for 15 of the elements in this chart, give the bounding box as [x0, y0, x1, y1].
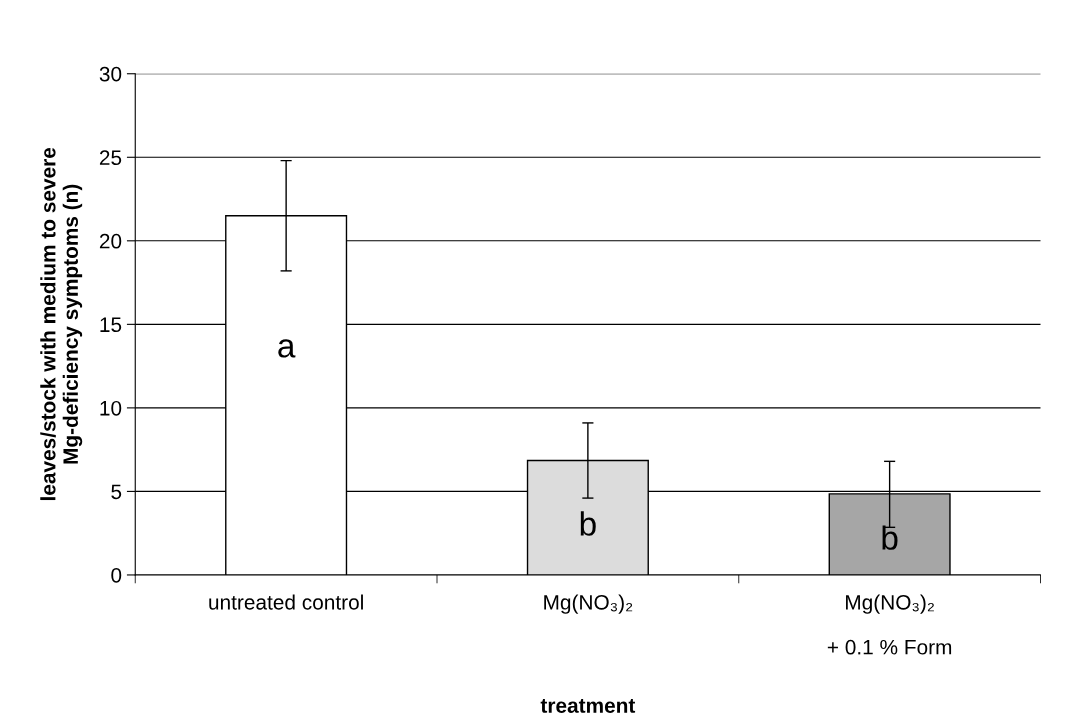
y-tick-label: 0 [111, 567, 122, 583]
category-label: Mg(NO₃)₂ + 0.1 % Form [827, 594, 952, 655]
x-axis-title: treatment [540, 699, 636, 713]
x-tick-label: Mg(NO₃)₂ [544, 594, 633, 614]
y-tick-label: 20 [99, 233, 122, 249]
annotation: b [580, 511, 596, 536]
annotation: a [278, 339, 296, 358]
y-tick-label: 15 [100, 317, 122, 333]
y-tick-label: 10 [100, 400, 122, 416]
y-axis-title: leaves/stock with medium to severe Mg-deficiency symptoms (n) [40, 147, 83, 501]
y-tick-label: 5 [111, 484, 122, 500]
y-tick-label: 25 [99, 150, 122, 166]
annotation: b [882, 525, 898, 550]
x-tick-label: untreated control [209, 594, 363, 610]
y-tick-label: 30 [99, 66, 122, 82]
